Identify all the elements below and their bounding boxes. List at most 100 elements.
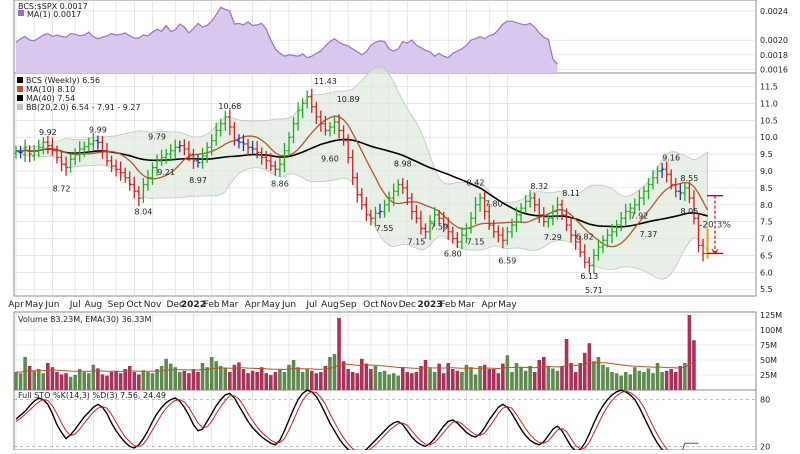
volume-bar bbox=[319, 372, 323, 390]
volume-bar bbox=[27, 366, 32, 390]
volume-bar bbox=[382, 370, 387, 390]
volume-bar bbox=[555, 370, 560, 390]
volume-bar bbox=[687, 315, 692, 390]
price-y-tick-label: 11.0 bbox=[760, 99, 778, 108]
volume-bar bbox=[405, 372, 410, 390]
volume-bar bbox=[164, 358, 168, 390]
volume-bar bbox=[87, 373, 91, 390]
volume-y-tick-label: 125M bbox=[760, 311, 782, 320]
volume-bar bbox=[228, 372, 232, 390]
sto-y-tick-label: 20 bbox=[760, 442, 770, 450]
price-y-tick-label: 6.0 bbox=[760, 268, 773, 277]
volume-bar bbox=[73, 375, 77, 390]
volume-bar bbox=[614, 373, 619, 390]
volume-bar bbox=[146, 372, 150, 390]
volume-bar bbox=[205, 367, 209, 390]
price-annotation: 6.82 bbox=[576, 233, 594, 242]
price-y-tick-label: 11.5 bbox=[760, 83, 778, 92]
volume-bar bbox=[155, 369, 159, 390]
price-y-tick-label: 8.0 bbox=[760, 201, 773, 210]
volume-bar bbox=[100, 374, 105, 390]
volume-bar bbox=[246, 373, 250, 390]
price-legend-item: BCS (Weekly) 6.56 bbox=[26, 76, 100, 85]
price-y-tick-label: 6.5 bbox=[760, 251, 773, 260]
volume-bar bbox=[692, 340, 696, 390]
x-tick-label: May bbox=[261, 300, 280, 310]
volume-bar bbox=[223, 368, 228, 390]
sto-legend: Full STO %K(14,3) %D(3) 7.56, 24.49 bbox=[18, 391, 166, 400]
volume-bar bbox=[501, 363, 505, 390]
volume-bar bbox=[678, 366, 683, 390]
volume-bar bbox=[491, 369, 496, 390]
volume-bar bbox=[651, 373, 655, 390]
volume-bar bbox=[428, 368, 432, 390]
volume-bar bbox=[455, 370, 460, 390]
volume-bar bbox=[669, 369, 673, 390]
x-tick-label: Dec bbox=[167, 300, 184, 310]
volume-bar bbox=[592, 361, 596, 390]
price-legend-swatch bbox=[17, 95, 23, 101]
volume-bar bbox=[437, 363, 441, 390]
volume-bar bbox=[68, 376, 73, 390]
volume-bar bbox=[132, 372, 137, 390]
x-tick-label: Mar bbox=[458, 300, 475, 310]
price-annotation: 8.05 bbox=[680, 207, 698, 216]
volume-bar bbox=[414, 372, 419, 390]
x-tick-label: 2023 bbox=[418, 300, 443, 310]
volume-bar bbox=[660, 372, 664, 390]
rs-line bbox=[15, 6, 558, 65]
price-annotation: 6.59 bbox=[498, 256, 516, 265]
price-annotation: 8.97 bbox=[189, 176, 207, 185]
volume-bar bbox=[441, 373, 446, 390]
x-tick-label: Feb bbox=[440, 300, 456, 310]
x-tick-label: Apr bbox=[481, 300, 497, 310]
volume-bar bbox=[587, 343, 592, 390]
price-legend-item: MA(10) 8.10 bbox=[26, 85, 75, 94]
volume-bar bbox=[291, 360, 296, 390]
volume-bar bbox=[32, 370, 36, 390]
x-tick-label: Feb bbox=[204, 300, 220, 310]
volume-bar bbox=[59, 374, 64, 390]
volume-bar bbox=[487, 369, 491, 390]
volume-bar bbox=[373, 366, 378, 390]
volume-bar bbox=[168, 363, 173, 390]
price-annotation: 7.92 bbox=[630, 211, 648, 220]
volume-bar bbox=[391, 373, 396, 390]
volume-bar bbox=[423, 360, 428, 390]
volume-bar bbox=[159, 366, 164, 390]
volume-bar bbox=[23, 357, 27, 390]
volume-bar bbox=[337, 318, 341, 390]
volume-bar bbox=[514, 363, 519, 390]
volume-y-tick-label: 75M bbox=[760, 341, 777, 350]
volume-y-tick-label: 25M bbox=[760, 371, 777, 380]
rs-legend-swatch bbox=[18, 10, 24, 16]
volume-bar bbox=[596, 357, 601, 390]
volume-bar bbox=[419, 366, 423, 390]
volume-bar bbox=[446, 363, 451, 390]
volume-bar bbox=[50, 367, 55, 390]
volume-bar bbox=[573, 372, 578, 390]
price-annotation: 8.55 bbox=[680, 174, 698, 183]
volume-bar bbox=[241, 369, 246, 390]
volume-bar bbox=[328, 357, 332, 390]
rs-area bbox=[16, 7, 558, 73]
volume-bar bbox=[237, 362, 241, 390]
price-annotation: 11.43 bbox=[314, 77, 337, 86]
bollinger-band bbox=[14, 66, 708, 280]
price-annotation: 8.11 bbox=[562, 189, 580, 198]
volume-bar bbox=[36, 369, 41, 390]
x-tick-label: 2022 bbox=[181, 300, 206, 310]
volume-bar bbox=[482, 364, 487, 390]
volume-y-tick-label: 100M bbox=[760, 326, 782, 335]
target-arrowhead-r bbox=[714, 249, 719, 254]
price-annotation: 7.55 bbox=[376, 224, 394, 233]
price-annotation: 7.80 bbox=[485, 200, 503, 209]
price-legend-swatch bbox=[17, 77, 23, 83]
volume-bar bbox=[542, 357, 546, 390]
volume-bar bbox=[82, 372, 87, 390]
volume-bar bbox=[683, 363, 687, 390]
volume-bar bbox=[364, 363, 369, 390]
x-tick-label: Aug bbox=[85, 300, 103, 310]
rs-legend-2: MA(1) 0.0017 bbox=[27, 10, 81, 19]
